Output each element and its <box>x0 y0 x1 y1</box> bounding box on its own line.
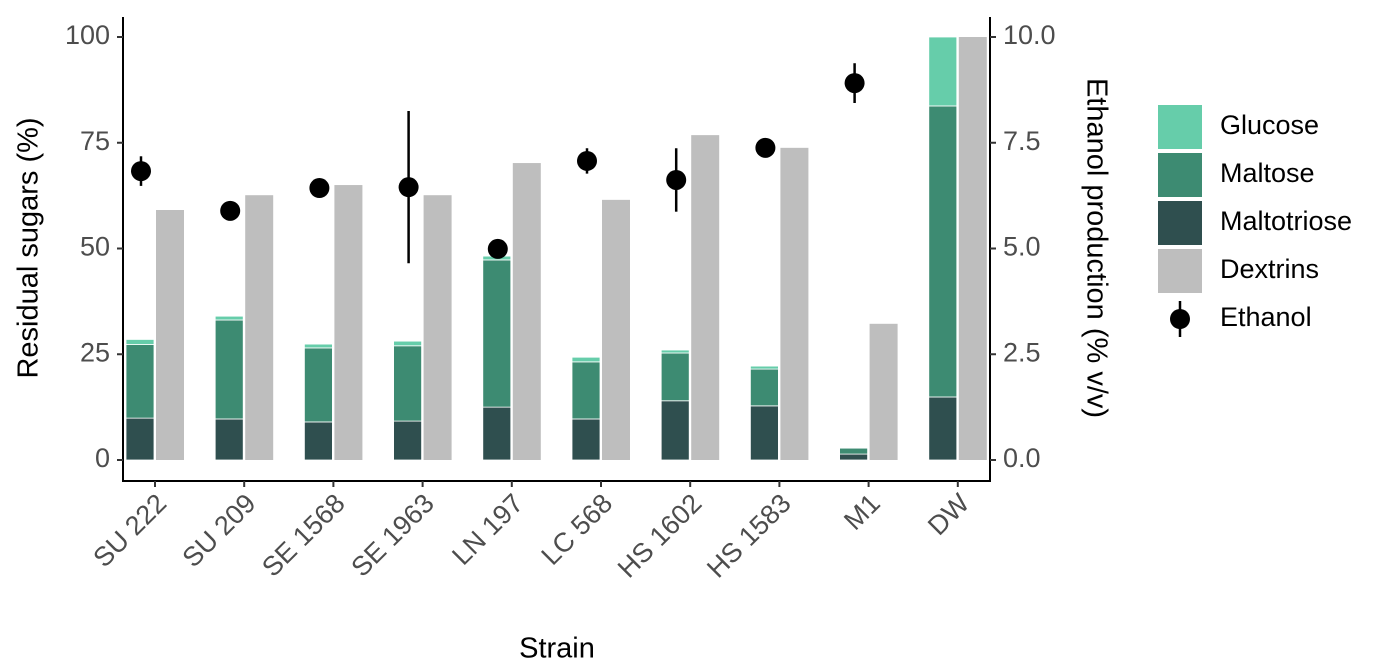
y-tick-label: 50 <box>80 232 110 262</box>
bar-segment <box>393 340 423 347</box>
y-axis-title: Residual sugars (%) <box>13 117 45 378</box>
bar-segment <box>482 259 512 408</box>
bar <box>958 37 987 460</box>
bar-segment <box>839 453 868 461</box>
point <box>220 200 241 221</box>
bar-segment <box>571 418 601 461</box>
bar <box>602 199 630 461</box>
x-tick-label: SU 222 <box>87 488 172 573</box>
bar-segment <box>303 347 333 423</box>
x-tick-label: SE 1963 <box>345 488 439 582</box>
bar-segment <box>393 345 423 422</box>
legend-key <box>1156 199 1204 247</box>
bar <box>869 323 898 460</box>
bar-segment <box>660 400 690 461</box>
point <box>309 178 330 199</box>
point <box>844 73 865 94</box>
y2-tick-label: 10.0 <box>1003 20 1056 50</box>
x-tick-label: LC 568 <box>535 488 618 571</box>
legend-key <box>1156 247 1204 295</box>
y2-tick-label: 5.0 <box>1003 232 1041 262</box>
bar-segment <box>571 361 601 420</box>
bar <box>780 147 809 461</box>
bar-segment <box>928 36 958 107</box>
bar-segment <box>214 315 244 321</box>
bar-segment <box>125 339 155 345</box>
legend-label: Ethanol <box>1220 302 1312 332</box>
y2-tick-label: 0.0 <box>1003 443 1041 473</box>
legend-label: Glucose <box>1220 110 1319 140</box>
legend-label: Maltose <box>1220 158 1315 188</box>
x-tick-label: SU 209 <box>177 488 262 573</box>
bar-segment <box>214 418 244 461</box>
x-tick-label: M1 <box>838 488 886 536</box>
bar-segment <box>750 365 779 370</box>
y-tick-label: 0 <box>95 443 110 473</box>
bar-segment <box>750 405 779 461</box>
bar-segment <box>303 343 333 349</box>
point <box>487 238 508 259</box>
bar-segment <box>750 368 779 407</box>
bar-segment <box>125 344 155 419</box>
x-tick-label: HS 1583 <box>701 488 797 584</box>
bar-segment <box>839 447 868 455</box>
point <box>131 161 151 182</box>
y2-axis-title: Ethanol production (% v/v) <box>1080 78 1112 418</box>
legend-label: Dextrins <box>1220 254 1319 284</box>
bar <box>423 195 452 460</box>
bar-segment <box>393 420 423 461</box>
legend-key <box>1156 103 1204 151</box>
bar <box>334 185 363 461</box>
bar-segment <box>482 406 512 461</box>
x-axis-title: Strain <box>519 633 595 663</box>
x-tick-label: SE 1568 <box>256 488 350 582</box>
x-tick-label: DW <box>922 488 975 541</box>
legend-key <box>1170 309 1190 329</box>
y-tick-label: 100 <box>65 20 110 50</box>
bar-segment <box>928 396 958 461</box>
bar-segment <box>660 349 690 354</box>
bar-segment <box>571 356 601 363</box>
bar-segment <box>660 352 690 402</box>
y-tick-label: 25 <box>80 337 110 367</box>
bar <box>691 135 720 461</box>
y-tick-label: 75 <box>80 126 110 156</box>
bar <box>156 210 184 460</box>
x-tick-label: LN 197 <box>446 488 529 571</box>
y2-tick-label: 2.5 <box>1003 337 1041 367</box>
y2-tick-label: 7.5 <box>1003 126 1041 156</box>
point <box>666 169 687 190</box>
bar-segment <box>125 417 155 461</box>
point <box>398 177 419 198</box>
legend-key <box>1156 151 1204 199</box>
bar-segment <box>214 319 244 420</box>
legend-label: Maltotriose <box>1220 206 1352 236</box>
bar-segment <box>928 105 958 398</box>
bar <box>512 163 541 460</box>
point <box>755 137 776 158</box>
bar <box>245 195 274 460</box>
x-tick-label: HS 1602 <box>612 488 708 584</box>
point <box>577 150 597 171</box>
bar-segment <box>303 421 333 461</box>
